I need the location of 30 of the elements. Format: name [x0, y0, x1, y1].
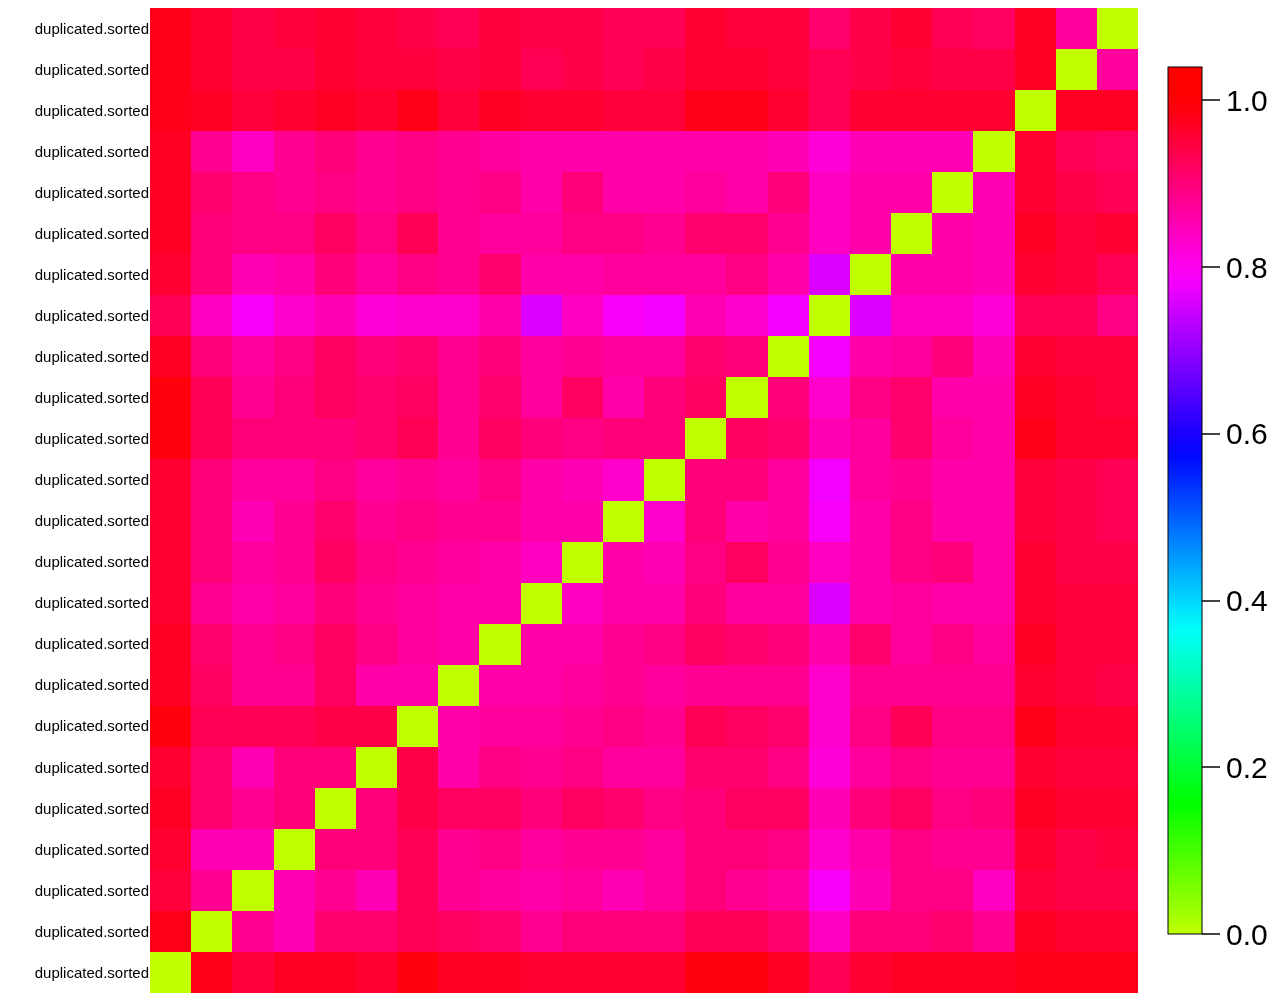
y-tick-label: duplicated.sorted	[34, 142, 149, 160]
y-tick-label: duplicated.sorted	[34, 594, 149, 612]
y-tick-label: duplicated.sorted	[34, 881, 149, 899]
y-tick-label: duplicated.sorted	[34, 512, 149, 530]
color-bar-label: 0.0	[1226, 917, 1268, 951]
color-bar-label: 0.8	[1226, 250, 1268, 284]
y-tick-label: duplicated.sorted	[34, 60, 149, 78]
color-bar-label: 1.0	[1226, 83, 1268, 117]
color-bar-label: 0.6	[1226, 417, 1268, 451]
y-tick-label: duplicated.sorted	[34, 553, 149, 571]
y-tick-label: duplicated.sorted	[34, 471, 149, 489]
y-tick-label: duplicated.sorted	[34, 430, 149, 448]
color-bar-label: 0.4	[1226, 584, 1268, 618]
color-bar-label: 0.2	[1226, 750, 1268, 784]
y-tick-label: duplicated.sorted	[34, 635, 149, 653]
y-tick-label: duplicated.sorted	[34, 717, 149, 735]
y-tick-label: duplicated.sorted	[34, 389, 149, 407]
y-tick-label: duplicated.sorted	[34, 224, 149, 242]
y-tick-label: duplicated.sorted	[34, 758, 149, 776]
y-tick-label: duplicated.sorted	[34, 266, 149, 284]
y-tick-label: duplicated.sorted	[34, 963, 149, 981]
y-tick-label: duplicated.sorted	[34, 101, 149, 119]
y-tick-label: duplicated.sorted	[34, 348, 149, 366]
y-tick-label: duplicated.sorted	[34, 19, 149, 37]
y-tick-label: duplicated.sorted	[34, 840, 149, 858]
y-tick-label: duplicated.sorted	[34, 922, 149, 940]
y-tick-label: duplicated.sorted	[34, 799, 149, 817]
y-tick-label: duplicated.sorted	[34, 183, 149, 201]
y-tick-label: duplicated.sorted	[34, 676, 149, 694]
y-tick-label: duplicated.sorted	[34, 307, 149, 325]
